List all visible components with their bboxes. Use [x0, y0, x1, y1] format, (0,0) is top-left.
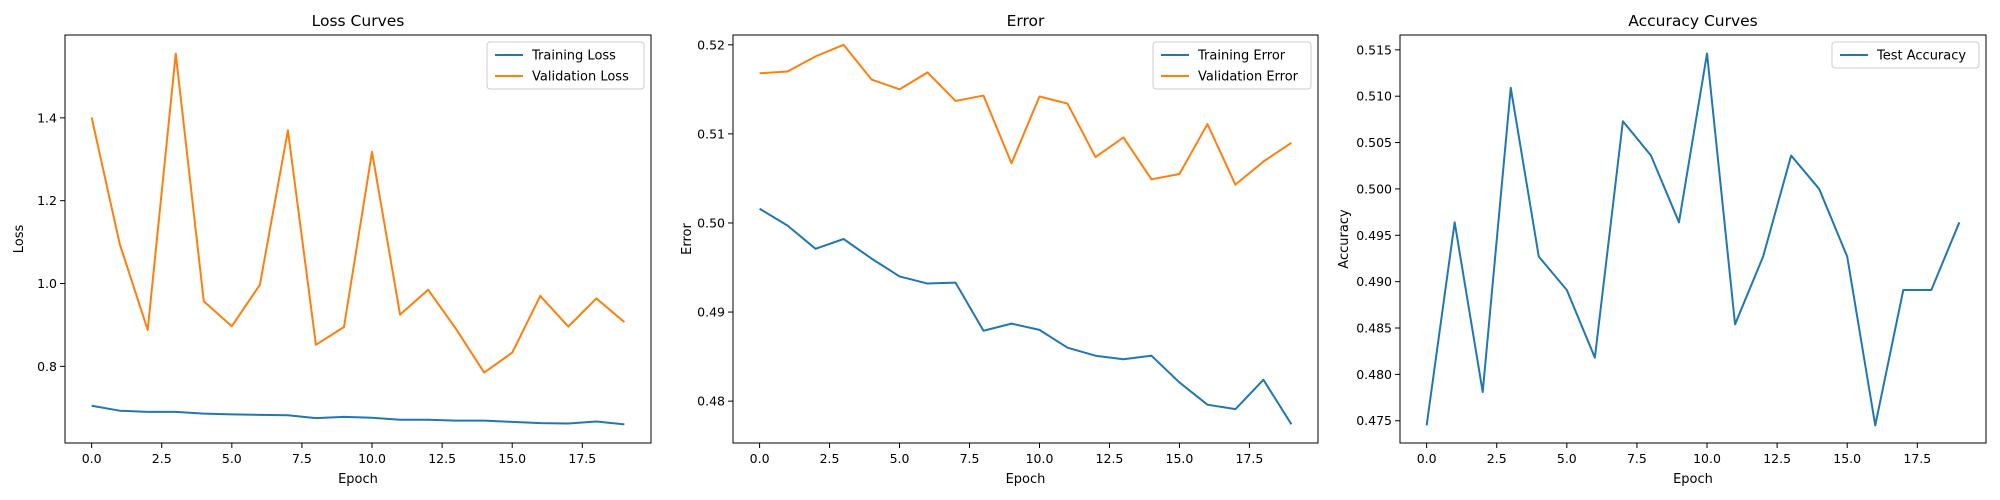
x-tick-label: 7.5	[1627, 451, 1647, 466]
series-line-2	[759, 43, 1292, 186]
y-tick-label: 0.8	[37, 359, 57, 374]
y-axis-label: Loss	[12, 225, 27, 254]
y-tick-label: 0.515	[1356, 42, 1392, 57]
legend: Training Error Validation Error	[1152, 41, 1312, 90]
x-tick-label: 10.0	[358, 451, 386, 466]
plot-frame	[64, 34, 652, 444]
x-tick-label: 2.5	[820, 451, 840, 466]
series-line-1	[759, 207, 1293, 425]
x-tick-label: 12.5	[428, 451, 456, 466]
y-tick-label: 0.505	[1356, 135, 1392, 150]
x-tick-label: 5.0	[1557, 451, 1577, 466]
series-line-1	[1425, 52, 1961, 427]
y-tick-label: 0.52	[697, 37, 725, 52]
x-tick-label: 7.5	[292, 451, 312, 466]
y-tick-label: 0.475	[1356, 413, 1392, 428]
series-line-2	[90, 52, 626, 374]
x-tick-label: 12.5	[1763, 451, 1791, 466]
x-tick-label: 17.5	[1236, 451, 1264, 466]
x-tick-label: 17.5	[1903, 451, 1931, 466]
x-tick-label: 15.0	[1166, 451, 1194, 466]
chart-title: Loss Curves	[312, 12, 405, 30]
y-tick-label: 0.510	[1356, 89, 1392, 104]
x-tick-label: 10.0	[1693, 451, 1721, 466]
legend-label: Training Error	[1197, 49, 1286, 64]
y-tick-label: 0.495	[1356, 228, 1392, 243]
x-tick-label: 0.0	[1417, 451, 1437, 466]
y-tick-label: 0.485	[1356, 321, 1392, 336]
x-axis-label: Epoch	[1006, 472, 1046, 487]
y-tick-label: 0.500	[1356, 181, 1392, 196]
x-tick-label: 2.5	[152, 451, 172, 466]
y-tick-label: 1.0	[37, 276, 57, 291]
legend-box	[486, 41, 645, 90]
x-tick-label: 5.0	[222, 451, 242, 466]
series-line-1	[91, 404, 625, 426]
legend-box	[1152, 41, 1312, 90]
y-tick-label: 0.490	[1356, 274, 1392, 289]
legend: Test Accuracy	[1831, 41, 1980, 69]
x-tick-label: 7.5	[960, 451, 980, 466]
y-axis-label: Accuracy	[1337, 209, 1352, 269]
x-tick-label: 15.0	[498, 451, 526, 466]
x-tick-label: 10.0	[1026, 451, 1054, 466]
x-tick-label: 0.0	[750, 451, 770, 466]
x-tick-label: 17.5	[568, 451, 596, 466]
legend-box	[1831, 41, 1980, 69]
y-tick-label: 1.2	[37, 193, 57, 208]
y-tick-label: 0.49	[697, 305, 725, 320]
y-tick-label: 0.50	[697, 215, 725, 230]
legend-label: Training Loss	[531, 49, 616, 64]
x-tick-label: 2.5	[1487, 451, 1507, 466]
chart-title: Accuracy Curves	[1628, 12, 1758, 30]
y-tick-label: 0.48	[697, 394, 725, 409]
chart-panel-2: 0.0 2.5 5.0 7.5 10.0 12.5 15.0 17.5 0.48 0.49 0.50…	[680, 12, 1319, 487]
legend-label: Test Accuracy	[1876, 49, 1966, 64]
x-tick-label: 15.0	[1833, 451, 1861, 466]
y-tick-label: 1.4	[37, 110, 57, 125]
legend-label: Validation Loss	[532, 70, 629, 85]
x-axis-label: Epoch	[1673, 472, 1713, 487]
y-tick-label: 0.480	[1356, 367, 1392, 382]
legend: Training Loss Validation Loss	[486, 41, 645, 90]
chart-panel-3: 0.0 2.5 5.0 7.5 10.0 12.5 15.0 17.5 0.475 0.480 0.…	[1337, 12, 1987, 487]
x-axis-label: Epoch	[338, 472, 378, 487]
x-tick-label: 0.0	[82, 451, 102, 466]
plot-frame	[1399, 34, 1987, 444]
y-tick-label: 0.51	[697, 126, 725, 141]
x-tick-label: 12.5	[1096, 451, 1124, 466]
plot-frame	[732, 34, 1319, 444]
chart-panel-1: 0.0 2.5 5.0 7.5 10.0 12.5 15.0 17.5 0.8 1.0 1.2 1.4…	[12, 12, 652, 487]
y-axis-label: Error	[680, 223, 695, 255]
legend-label: Validation Error	[1198, 70, 1299, 85]
chart-title: Error	[1007, 12, 1045, 30]
x-tick-label: 5.0	[890, 451, 910, 466]
